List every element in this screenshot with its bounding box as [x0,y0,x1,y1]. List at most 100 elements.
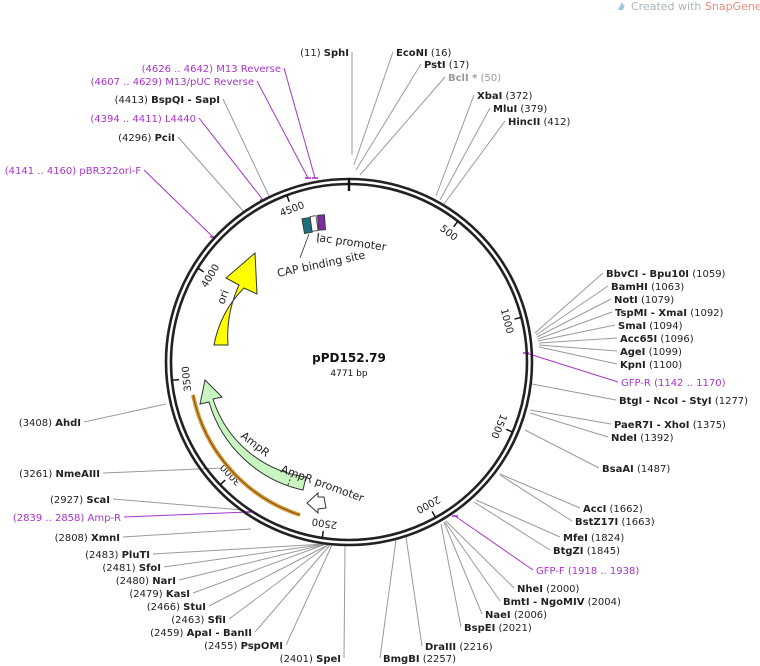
site-acc65i[interactable]: Acc65I (1096) [620,334,694,345]
snapgene-logo-icon [618,2,626,10]
cap-binding-site-feature[interactable] [317,214,326,231]
site-kpni[interactable]: KpnI (1100) [620,360,682,371]
leader-line [285,544,333,646]
tick-mark [219,479,226,486]
leader-line [152,543,326,555]
leader-line [529,412,609,438]
tick-label: 2000 [414,493,442,515]
site-nari[interactable]: (2480) NarI [116,576,176,587]
site-bmti-ngomiv[interactable]: BmtI - NgoMIV (2004) [503,597,621,608]
site-agei[interactable]: AgeI (1099) [620,347,682,358]
cap-binding-site-label: CAP binding site [276,249,367,280]
leader-line [83,403,167,423]
leader-line [531,383,617,401]
site-noti[interactable]: NotI (1079) [614,295,674,306]
site-l4440[interactable]: (4394 .. 4411) L4440 [90,114,196,125]
site-gfp-f[interactable]: GFP-F (1918 .. 1938) [536,566,639,577]
site-amp-r[interactable]: (2839 .. 2858) Amp-R [13,513,121,524]
site-psti[interactable]: PstI (17) [424,60,469,71]
leader-line [440,523,462,628]
site-kasi[interactable]: (2479) KasI [129,589,190,600]
site-bbvci-bpu10i[interactable]: BbvCI - Bpu10I (1059) [606,269,726,280]
tick-label: 500 [437,223,459,243]
site-nhei[interactable]: NheI (2000) [517,584,580,595]
leader-line [536,298,612,338]
site-gfp-r[interactable]: GFP-R (1142 .. 1170) [621,378,726,389]
tick-mark [197,267,205,273]
site-bspei[interactable]: BspEI (2021) [464,623,532,634]
tick-label: 1000 [498,308,515,335]
site-bspqi-sapi[interactable]: (4413) BspQI - SapI [115,95,220,106]
site-sfii[interactable]: (2463) SfiI [171,615,226,626]
site-nmeaiii[interactable]: (3261) NmeAIII [19,469,100,480]
site-acci[interactable]: AccI (1662) [583,504,643,515]
site-ndei[interactable]: NdeI (1392) [611,433,674,444]
leader-line [359,76,446,176]
backbone [164,177,534,547]
site-bamhi[interactable]: BamHI (1063) [611,282,684,293]
leader-line [122,528,252,538]
leader-line [475,499,561,538]
site-tspmi-xmai[interactable]: TspMI - XmaI (1092) [615,308,724,319]
site-mlui[interactable]: MluI (379) [493,104,547,115]
leader-line [343,544,346,659]
site-m13-puc-reverse[interactable]: (4607 .. 4629) M13/pUC Reverse [91,77,254,88]
leader-line [443,521,483,615]
site-pcii[interactable]: (4296) PciI [118,133,175,144]
site-stui[interactable]: (2466) StuI [147,602,206,613]
ampr-promoter-feature[interactable] [306,491,327,515]
leader-line [439,107,491,201]
leader-line [112,498,244,511]
site-xbai[interactable]: XbaI (372) [477,91,533,102]
site-xmni[interactable]: (2808) XmnI [55,533,120,544]
site-draiii[interactable]: DraIII (2216) [425,642,493,653]
site-bmgbi[interactable]: BmgBI (2257) [383,654,456,665]
site-mfei[interactable]: MfeI (1824) [563,533,624,544]
site-pspomi[interactable]: (2455) PspOMI [204,641,283,652]
leader-line [283,67,316,179]
tick-mark [431,511,437,518]
site-econi[interactable]: EcoNI (16) [396,48,452,59]
plasmid-length: 4771 bp [330,369,367,379]
ampr-feature[interactable] [199,378,307,491]
leader-line [538,346,618,365]
cap-leader [299,233,310,259]
site-naei[interactable]: NaeI (2006) [485,610,547,621]
tick-label: 1500 [488,412,508,440]
site-pluti[interactable]: (2483) PluTI [85,550,150,561]
leader-line [123,511,249,518]
tick-mark [453,220,459,228]
leader-line [535,285,609,336]
site-smai[interactable]: SmaI (1094) [618,321,683,332]
site-pbr322ori-f[interactable]: (4141 .. 4160) pBR322ori-F [5,166,141,177]
site-bsaai[interactable]: BsaAI (1487) [602,464,670,475]
site-spei[interactable]: (2401) SpeI [280,654,341,665]
leader-line [143,169,214,238]
site-ahdi[interactable]: (3408) AhdI [19,418,81,429]
site-btgi-ncoi-styi[interactable]: BtgI - NcoI - StyI (1277) [619,396,748,407]
tick-mark [321,530,325,539]
leader-line [208,544,329,607]
ori-label: ori [215,288,232,306]
site-bcli[interactable]: BclI * (50) [448,73,501,84]
site-sfoi[interactable]: (2481) SfoI [102,563,161,574]
site-m13-reverse[interactable]: (4626 .. 4642) M13 Reverse [142,64,281,75]
site-paer7i-xhoi[interactable]: PaeR7I - XhoI (1375) [614,420,726,431]
site-sphi[interactable]: (11) SphI [300,48,349,59]
site-labels: (11) SphI EcoNI (16)PstI (17) BclI * (50) X… [5,48,748,665]
site-bstz17i[interactable]: BstZ17I (1663) [575,517,655,528]
leader-lines [83,51,619,659]
leader-line [254,544,331,633]
watermark-brand: SnapGene [705,0,760,13]
site-apai-banii[interactable]: (2459) ApaI - BanII [150,628,252,639]
site-hincii[interactable]: HincII (412) [508,117,570,128]
leader-line [473,501,551,551]
site-btgzi[interactable]: BtgZI (1845) [553,546,620,557]
leader-line [499,474,573,522]
site-scai[interactable]: (2927) ScaI [50,495,110,506]
ori-feature[interactable] [213,251,258,346]
tick-mark [514,316,522,320]
leader-line [443,120,506,205]
leader-line [228,544,329,620]
leader-line [178,543,327,581]
